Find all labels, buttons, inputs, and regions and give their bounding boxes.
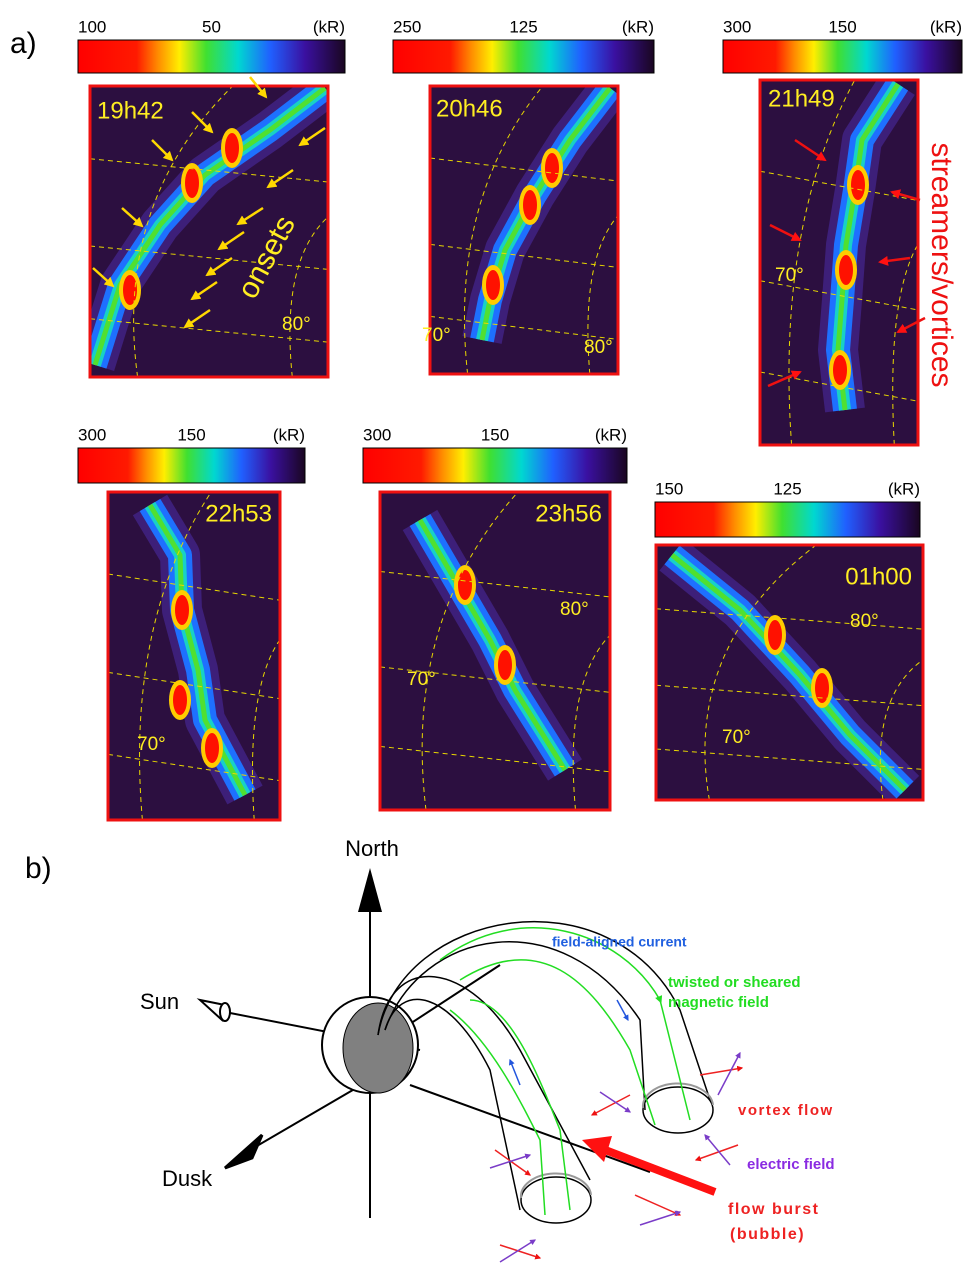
figure: a) 100 50 (kR) 19h42 80° 250 125 (kR) 20h46 70° 80°…: [0, 0, 973, 1271]
time-label: 21h49: [768, 85, 835, 112]
aurora-bright-spot: [768, 620, 782, 650]
field-line: [460, 960, 655, 1125]
colorbar-mid-label: 150: [177, 425, 205, 444]
time-label: 23h56: [535, 500, 602, 527]
colorbar-max-label: 300: [723, 17, 751, 36]
time-label: 19h42: [97, 97, 164, 124]
vortex-label: vortex flow: [738, 1102, 834, 1119]
vortex-arrow: [696, 1145, 738, 1160]
colorbar-max-label: 250: [393, 17, 421, 36]
colorbar-max-label: 100: [78, 17, 106, 36]
tail-axis: [410, 1085, 650, 1172]
aurora-image: [760, 80, 918, 445]
colorbar: [723, 40, 962, 73]
current-arrow: [510, 1060, 520, 1085]
aurora-bright-spot: [205, 733, 219, 763]
colorbar-unit-label: (kR): [888, 479, 920, 498]
field-label: magnetic field: [668, 994, 769, 1011]
panel-label: a): [10, 27, 37, 60]
tube-end: [643, 1087, 713, 1133]
colorbar-max-label: 300: [363, 425, 391, 444]
latitude-label: 70°: [775, 265, 804, 286]
time-label: 20h46: [436, 95, 503, 122]
colorbar-mid-label: 150: [481, 425, 509, 444]
colorbar-unit-label: (kR): [273, 425, 305, 444]
field-line: [470, 1000, 570, 1210]
time-label: 01h00: [845, 563, 912, 590]
aurora-bright-spot: [175, 595, 189, 625]
earth-night-side: [343, 1003, 413, 1093]
colorbar-unit-label: (kR): [622, 17, 654, 36]
aurora-bright-spot: [185, 168, 199, 198]
aurora-bright-spot: [833, 355, 847, 385]
streamers-label: streamers/vortices: [925, 142, 958, 387]
latitude-label: 80°: [584, 337, 613, 358]
current-label: field-aligned current: [552, 934, 687, 950]
aurora-image: [108, 492, 280, 820]
colorbar-unit-label: (kR): [595, 425, 627, 444]
time-label: 22h53: [205, 500, 272, 527]
efield-label: electric field: [747, 1156, 835, 1173]
aurora-bright-spot: [173, 685, 187, 715]
aurora-bright-spot: [225, 133, 239, 163]
latitude-label: 70°: [407, 669, 436, 690]
efield-arrow: [718, 1053, 740, 1095]
latitude-label: 80°: [850, 611, 879, 632]
dusk-label: Dusk: [162, 1166, 213, 1191]
bubble-label: (bubble): [730, 1226, 805, 1243]
tube-inner: [378, 977, 590, 1180]
panel-a: a) 100 50 (kR) 19h42 80° 250 125 (kR) 20h46 70° 80°…: [10, 17, 962, 820]
colorbar-max-label: 300: [78, 425, 106, 444]
latitude-label: 80°: [282, 314, 311, 335]
vortex-arrow: [700, 1068, 742, 1075]
vortex-arrow: [635, 1195, 680, 1215]
colorbar-mid-label: 50: [202, 17, 221, 36]
aurora-bright-spot: [523, 190, 537, 220]
aurora-bright-spot: [545, 153, 559, 183]
efield-arrow: [500, 1240, 535, 1262]
flow-burst-arrow: [600, 1148, 715, 1192]
colorbar-max-label: 150: [655, 479, 683, 498]
vortex-arrow: [592, 1095, 630, 1115]
aurora-bright-spot: [486, 270, 500, 300]
latitude-label: 80°: [560, 599, 589, 620]
aurora-bright-spot: [839, 255, 853, 285]
vortex-arrow: [495, 1150, 530, 1175]
current-arrow: [617, 1000, 628, 1020]
tube-outer: [385, 942, 645, 1110]
colorbar-mid-label: 150: [828, 17, 856, 36]
efield-arrow: [705, 1135, 730, 1165]
aurora-bright-spot: [498, 650, 512, 680]
panel-label: b): [25, 852, 52, 885]
latitude-label: 70°: [722, 727, 751, 748]
sun-arrow-end: [220, 1003, 230, 1021]
colorbar: [393, 40, 654, 73]
colorbar-mid-label: 125: [773, 479, 801, 498]
aurora-image: [380, 492, 610, 810]
panel-b: b) North Sun Dusk field-aligned current …: [25, 836, 835, 1262]
colorbar-unit-label: (kR): [313, 17, 345, 36]
aurora-bright-spot: [851, 170, 865, 200]
north-label: North: [345, 836, 399, 861]
colorbar-mid-label: 125: [509, 17, 537, 36]
aurora-image: [430, 86, 618, 374]
aurora-bright-spot: [458, 570, 472, 600]
vortex-arrow: [500, 1245, 540, 1258]
colorbar: [78, 448, 305, 483]
colorbar-unit-label: (kR): [930, 17, 962, 36]
aurora-bright-spot: [123, 275, 137, 305]
field-label: twisted or sheared: [668, 974, 801, 991]
tube-end: [521, 1177, 591, 1223]
colorbar: [655, 502, 920, 537]
flow-burst-label: flow burst: [728, 1201, 819, 1218]
north-arrow: [358, 868, 382, 912]
colorbar: [363, 448, 627, 483]
dusk-arrow: [225, 1135, 262, 1168]
latitude-label: 70°: [137, 734, 166, 755]
latitude-label: 70°: [422, 325, 451, 346]
efield-arrow: [640, 1212, 680, 1225]
sun-label: Sun: [140, 989, 179, 1014]
colorbar: [78, 40, 345, 73]
